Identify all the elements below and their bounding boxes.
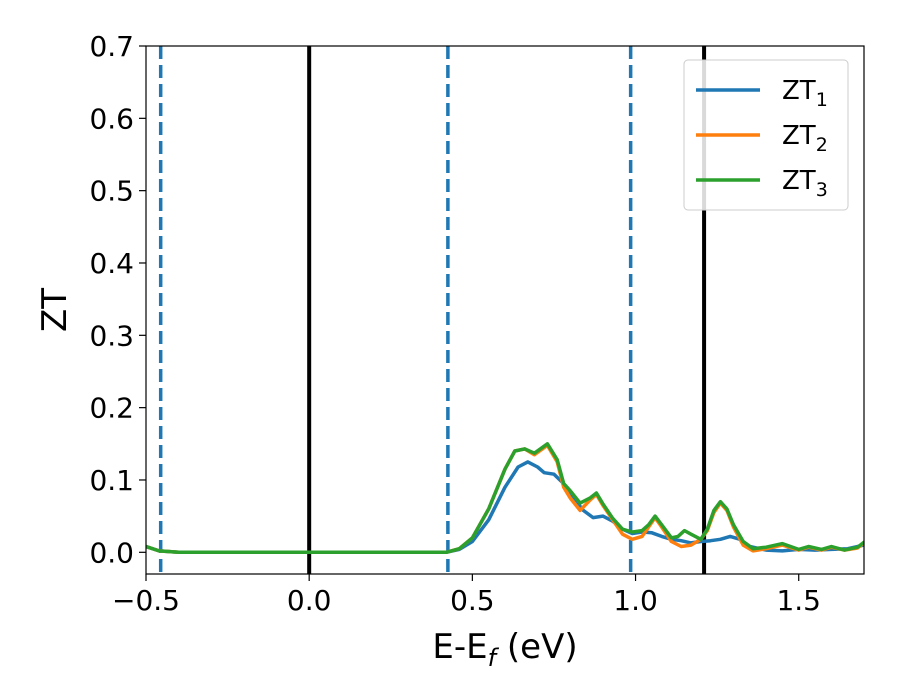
x-tick-label: −0.5 [112, 584, 180, 617]
legend-label-2: ZT2 [782, 121, 828, 156]
y-tick-label: 0.1 [89, 464, 134, 497]
y-tick-label: 0.7 [89, 30, 134, 63]
x-axis-label: E-Ef (eV) [432, 627, 577, 672]
y-tick-label: 0.4 [89, 247, 134, 280]
x-tick-label: 1.0 [613, 584, 658, 617]
legend-label-1: ZT1 [782, 76, 828, 111]
legend-frame [683, 59, 849, 211]
y-tick-label: 0.2 [89, 392, 134, 425]
series-line-3 [146, 442, 864, 555]
x-tick-label: 0.0 [287, 584, 332, 617]
series-lines [146, 442, 864, 555]
legend: ZT1 ZT2 ZT3 [683, 59, 849, 211]
y-axis-label: ZT [35, 288, 75, 332]
x-tick-label: 0.5 [450, 584, 495, 617]
x-axis-ticks: −0.5 0.0 0.5 1.0 1.5 [112, 574, 821, 617]
y-tick-label: 0.6 [89, 102, 134, 135]
plot-frame [145, 45, 865, 575]
y-axis-ticks: 0.0 0.1 0.2 0.3 0.4 0.5 0.6 0.7 [89, 30, 146, 569]
y-tick-label: 0.3 [89, 319, 134, 352]
legend-label-3: ZT3 [782, 166, 828, 201]
x-tick-label: 1.5 [776, 584, 821, 617]
y-tick-label: 0.5 [89, 175, 134, 208]
y-tick-label: 0.0 [89, 536, 134, 569]
